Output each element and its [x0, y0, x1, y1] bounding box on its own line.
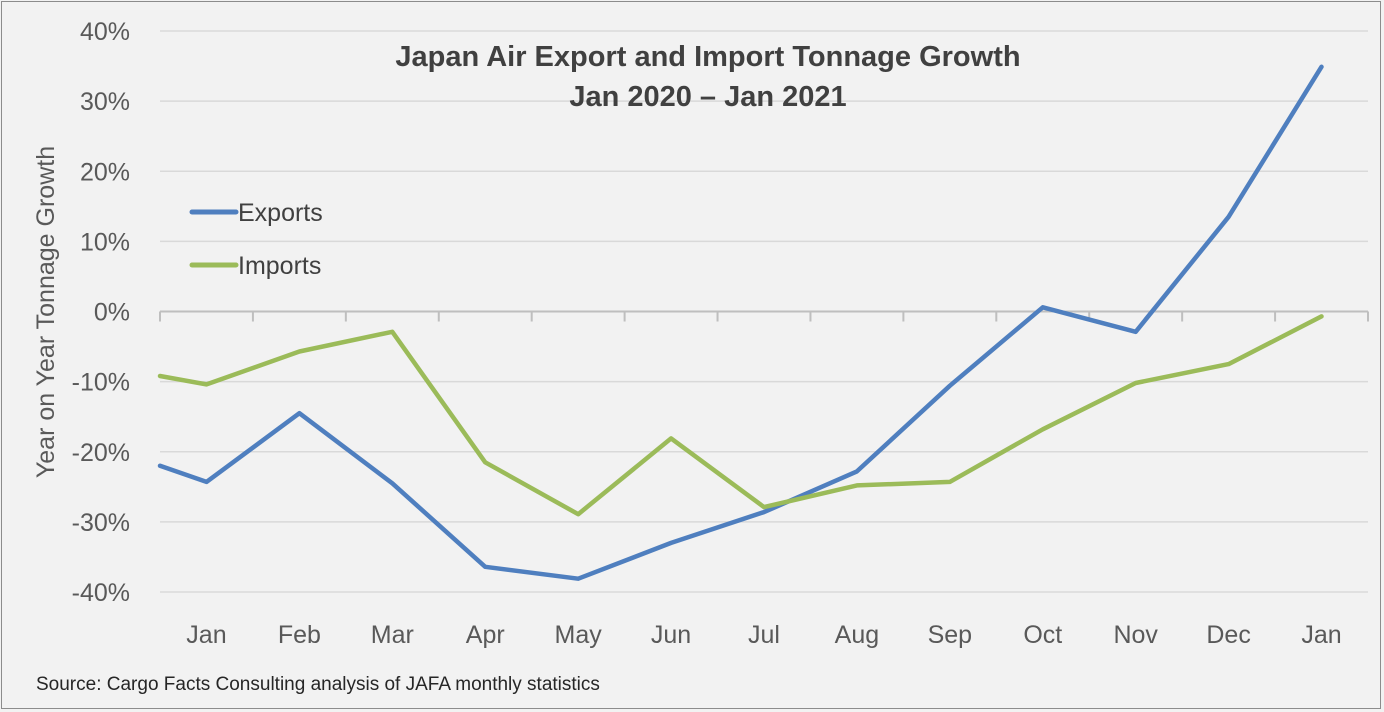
axes: 40% 30% 20% 10% 0% -10% -20% -30% -40% Jan Feb Mar A…: [72, 18, 1369, 649]
x-tick-label: Nov: [1113, 621, 1158, 649]
y-tick-label: -40%: [72, 579, 130, 607]
x-tick-label: Jul: [748, 621, 780, 649]
series-line-imports: [157, 314, 1324, 517]
legend-label-imports: Imports: [238, 252, 321, 280]
chart-subtitle: Jan 2020 – Jan 2021: [569, 81, 846, 113]
series-lines: [157, 64, 1324, 581]
source-note: Source: Cargo Facts Consulting analysis …: [36, 674, 600, 695]
y-axis-title: Year on Year Tonnage Growth: [32, 146, 60, 478]
x-tick-label: Jan: [186, 621, 226, 649]
x-tick-label: May: [555, 621, 603, 649]
x-tick-label: Mar: [371, 621, 414, 649]
x-tick-label: Oct: [1023, 621, 1062, 649]
x-tick-label: Aug: [835, 621, 879, 649]
y-tick-label: -30%: [72, 509, 130, 537]
legend: Exports Imports: [189, 199, 323, 280]
chart-title: Japan Air Export and Import Tonnage Grow…: [395, 41, 1020, 73]
y-tick-label: 40%: [80, 18, 130, 46]
x-tick-label: Jan: [1301, 621, 1341, 649]
y-tick-label: 0%: [94, 299, 130, 327]
x-tick-label: Feb: [278, 621, 321, 649]
x-tick-label: Sep: [928, 621, 972, 649]
x-tick-label: Dec: [1206, 621, 1250, 649]
x-tick-label: Apr: [466, 621, 505, 649]
gridlines: [160, 30, 1368, 593]
y-tick-label: -20%: [72, 439, 130, 467]
y-tick-label: 10%: [80, 228, 130, 256]
y-tick-label: 30%: [80, 88, 130, 116]
legend-label-exports: Exports: [238, 199, 323, 227]
y-tick-label: -10%: [72, 369, 130, 397]
series-line-exports: [157, 64, 1324, 581]
y-tick-label: 20%: [80, 158, 130, 186]
x-tick-label: Jun: [651, 621, 691, 649]
